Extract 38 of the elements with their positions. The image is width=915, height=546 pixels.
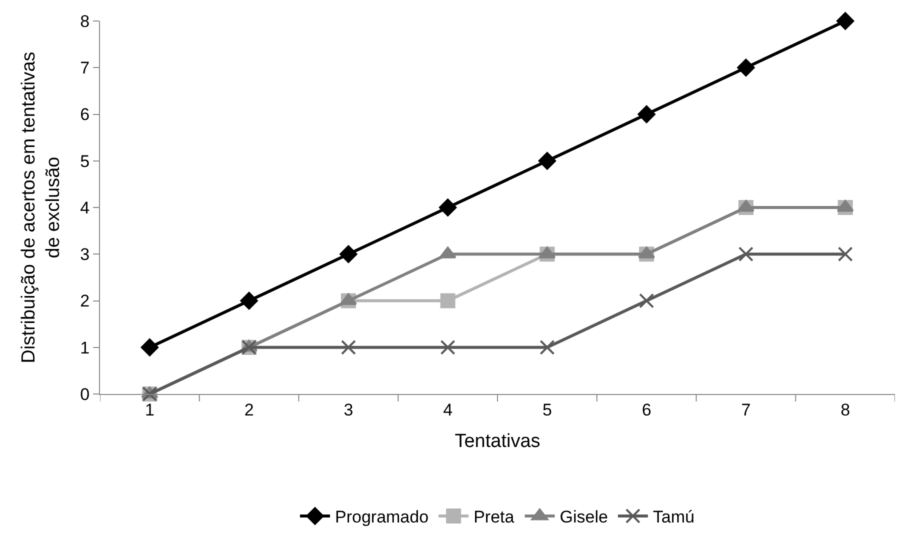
legend-label: Gisele [560, 508, 608, 527]
legend-label: Tamú [652, 508, 695, 527]
point [540, 340, 555, 355]
point [240, 292, 258, 310]
y-tick-label: 1 [80, 338, 90, 358]
y-axis-title: Distribuição de acertos em tentativas de exclusão [18, 52, 64, 364]
point [340, 245, 358, 263]
y-tick-label: 2 [80, 292, 90, 311]
point [639, 293, 654, 308]
y-tick-label: 6 [80, 105, 90, 124]
x-tick-label: 8 [840, 400, 850, 420]
y-tick-label: 5 [80, 152, 90, 171]
x-tick-label: 5 [542, 400, 552, 420]
y-tick-label: 0 [80, 384, 90, 404]
point [838, 246, 853, 262]
legend-label: Programado [335, 508, 429, 527]
point [836, 12, 854, 30]
point [737, 58, 755, 76]
x-axis-title: Tentativas [454, 431, 540, 452]
y-tick-label: 4 [80, 198, 90, 218]
point [638, 105, 656, 124]
x-tick-label: 6 [642, 400, 652, 420]
point [738, 246, 754, 262]
point [440, 293, 456, 308]
point [140, 338, 158, 356]
y-tick-label: 8 [80, 12, 90, 31]
y-tick-label: 7 [80, 58, 90, 78]
point [439, 198, 457, 216]
x-tick-label: 7 [741, 400, 751, 420]
legend-label: Preta [474, 508, 515, 527]
x-tick-label: 4 [443, 400, 453, 420]
x-tick-label: 1 [144, 400, 154, 420]
point [538, 152, 556, 170]
x-tick-label: 3 [344, 400, 354, 420]
x-tick-label: 2 [244, 400, 254, 420]
point [440, 340, 456, 355]
point [340, 340, 356, 355]
y-tick-label: 3 [80, 245, 90, 264]
